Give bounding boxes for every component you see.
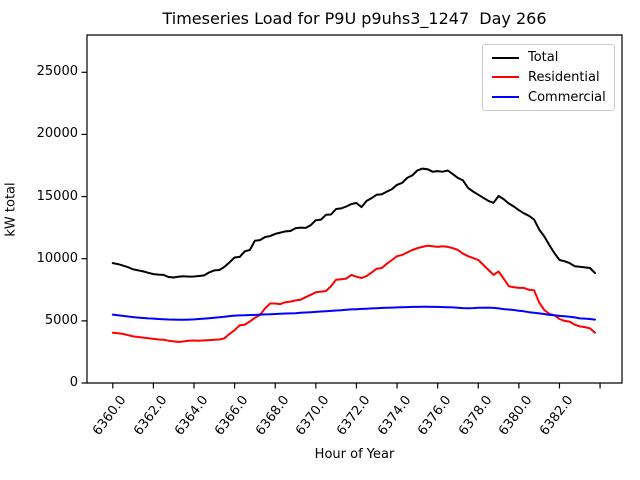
chart-title: Timeseries Load for P9U p9uhs3_1247 Day … bbox=[162, 9, 547, 28]
y-tick-label: 25000 bbox=[36, 64, 78, 80]
series-line-commercial bbox=[111, 305, 596, 321]
series-line-residential bbox=[111, 244, 596, 343]
y-tick-label: 15000 bbox=[36, 188, 78, 204]
residential-line-sample bbox=[492, 76, 519, 79]
legend-item-commercial: Commercial bbox=[483, 88, 614, 107]
legend-item-residential: Residential bbox=[483, 68, 614, 87]
total-line-sample bbox=[492, 56, 519, 59]
commercial-line-sample bbox=[492, 96, 519, 99]
legend-label-commercial: Commercial bbox=[528, 89, 606, 105]
y-tick-label: 5000 bbox=[44, 312, 78, 328]
axes-frame bbox=[86, 34, 623, 384]
y-tick-label: 10000 bbox=[36, 250, 78, 266]
y-tick-label: 20000 bbox=[36, 126, 78, 142]
series-line-total bbox=[111, 167, 596, 279]
legend-item-total: Total bbox=[483, 48, 614, 67]
legend: Total Residential Commercial bbox=[482, 44, 615, 111]
x-axis-label: Hour of Year bbox=[314, 447, 395, 462]
legend-label-residential: Residential bbox=[528, 69, 600, 85]
legend-label-total: Total bbox=[528, 50, 559, 66]
y-tick-label: 0 bbox=[69, 375, 78, 390]
